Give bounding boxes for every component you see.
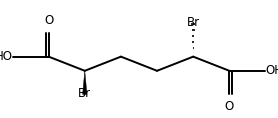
- Text: Br: Br: [78, 87, 91, 100]
- Text: HO: HO: [0, 50, 13, 63]
- Text: O: O: [225, 100, 234, 113]
- Text: Br: Br: [187, 16, 200, 29]
- Text: OH: OH: [265, 64, 278, 77]
- Text: O: O: [44, 14, 53, 27]
- Polygon shape: [83, 71, 87, 94]
